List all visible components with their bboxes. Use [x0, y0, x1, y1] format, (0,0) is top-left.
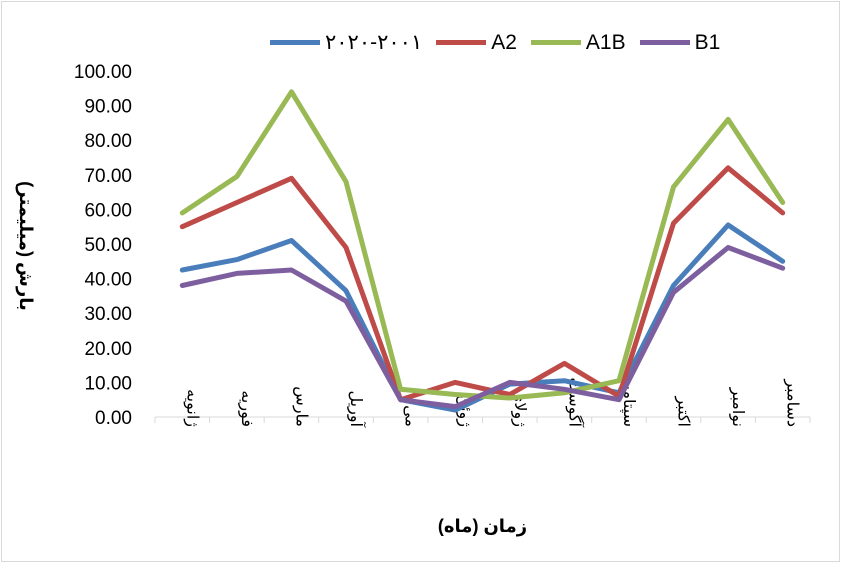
y-tick-label: 0.00: [95, 408, 132, 429]
x-tick-label: ژانویه: [182, 389, 200, 427]
y-tick-label: 40.00: [84, 270, 132, 291]
legend-item: A1B: [530, 30, 626, 55]
y-tick-label: 10.00: [84, 373, 132, 394]
x-tick-label: می: [402, 405, 419, 427]
x-tick-label: فوریه: [237, 390, 255, 427]
legend-item: B1: [639, 30, 721, 55]
x-tick-label: مارس: [291, 386, 309, 427]
legend-swatch: [530, 40, 581, 45]
series-line-2: [179, 165, 786, 403]
legend-label: A2: [491, 30, 517, 54]
x-tick-label: اکتبر: [674, 395, 692, 427]
legend-swatch: [270, 40, 320, 45]
legend-item: ۲۰۲۰-۲۰۰۱: [270, 30, 422, 55]
y-tick-label: 80.00: [84, 131, 132, 152]
y-tick-label: 50.00: [84, 235, 132, 256]
x-tick-label: آوریل: [346, 391, 366, 429]
legend-label: B1: [694, 30, 721, 54]
x-axis-labels: ژانویه فوریه مارس آوریل می ژوئن ژولای آگوست سپتا…: [182, 376, 800, 429]
x-tick-label: دسامبر: [783, 378, 801, 427]
y-tick-label: 20.00: [84, 339, 132, 360]
x-tick-label: نوامبر: [728, 387, 746, 427]
legend: ۲۰۲۰-۲۰۰۱ A2 A1B B1: [270, 30, 734, 55]
series-line-4: [179, 245, 786, 410]
y-tick-label: 70.00: [84, 166, 132, 187]
y-tick-label: 30.00: [84, 304, 132, 325]
legend-item: A2: [436, 31, 517, 55]
series-lines: [179, 89, 786, 413]
legend-label: ۲۰۲۰-۲۰۰۱: [325, 31, 423, 54]
legend-swatch: [639, 40, 690, 45]
y-axis-title: بارش (میلیمتر): [15, 181, 36, 311]
y-tick-label: 60.00: [84, 200, 132, 221]
legend-swatch: [436, 40, 487, 45]
series-line-1: [179, 222, 786, 413]
x-axis-ticks: [154, 417, 811, 423]
x-axis-title: زمان (ماه): [438, 516, 527, 536]
y-axis-ticks: 0.00 10.00 20.00 30.00 40.00 50.00 60.00 70.00 8…: [74, 62, 132, 429]
y-tick-label: 100.00: [74, 62, 132, 83]
y-tick-label: 90.00: [84, 97, 132, 118]
legend-label: A1B: [585, 30, 626, 54]
